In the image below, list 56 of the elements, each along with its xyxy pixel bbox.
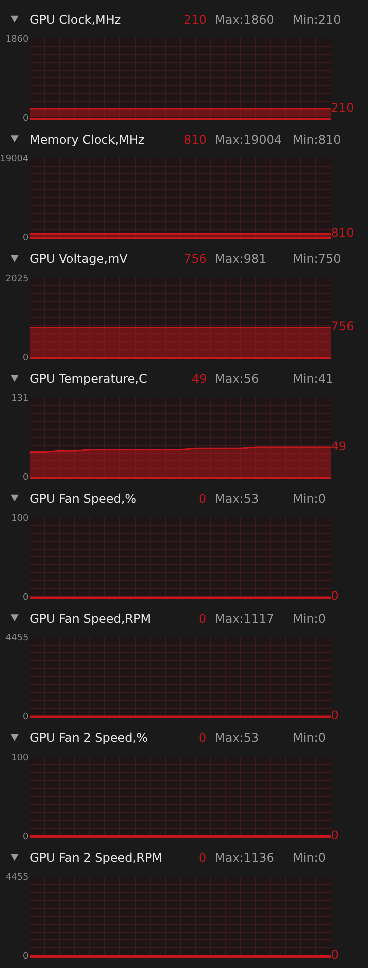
text: 0 <box>199 731 207 745</box>
text: 810 <box>184 133 207 147</box>
text: Min:41 <box>293 372 334 386</box>
data-label: 810 <box>331 226 354 240</box>
y-tick-label: 100 <box>12 514 30 524</box>
data-label: 210 <box>331 100 354 115</box>
text: Max:19004 <box>215 133 282 147</box>
data-label: 0 <box>331 708 339 723</box>
data-label: 756 <box>331 320 354 334</box>
text: Max:1136 <box>215 851 274 865</box>
chart-title: GPU Clock,MHz <box>30 13 122 27</box>
y-tick-label: 0 <box>23 832 30 842</box>
y-tick-label: 0 <box>23 234 30 244</box>
text: Max:1117 <box>215 612 274 626</box>
text: Min:210 <box>293 13 342 27</box>
text: Min:0 <box>293 731 326 745</box>
data-label: 0 <box>331 828 339 842</box>
text: 210 <box>184 13 207 27</box>
y-tick-label: 131 <box>12 394 29 404</box>
text: Max:53 <box>215 731 260 745</box>
text: Max:56 <box>215 372 260 386</box>
y-tick-label: 0 <box>23 114 30 124</box>
text: 0 <box>199 492 207 506</box>
text: Max:981 <box>215 252 267 266</box>
text: Min:750 <box>293 252 342 266</box>
text: 0 <box>199 612 207 626</box>
data-label: 49 <box>331 439 347 454</box>
text: Min:0 <box>293 851 326 865</box>
text: Min:0 <box>293 492 326 506</box>
text: Min:0 <box>293 612 326 626</box>
text: 49 <box>192 372 208 386</box>
y-tick-label: 19004 <box>0 154 30 165</box>
y-tick-label: 0 <box>23 952 30 962</box>
text: Max:1860 <box>215 13 274 27</box>
y-tick-label: 2025 <box>6 274 29 284</box>
data-label: 0 <box>331 588 339 603</box>
chart-title: GPU Temperature,C <box>30 372 148 386</box>
y-tick-label: 1860 <box>6 34 30 45</box>
text: 0 <box>199 851 207 865</box>
y-tick-label: 4455 <box>6 873 29 884</box>
y-tick-label: 0 <box>23 712 30 723</box>
chart-title: Memory Clock,MHz <box>30 133 145 147</box>
chart-title: GPU Fan Speed,% <box>30 492 137 506</box>
text: 756 <box>184 252 207 266</box>
data-label: 0 <box>331 948 339 962</box>
y-tick-label: 4455 <box>6 634 29 644</box>
text: Max:53 <box>215 492 260 506</box>
y-tick-label: 0 <box>23 353 30 364</box>
y-tick-label: 0 <box>23 473 30 484</box>
chart-title: GPU Voltage,mV <box>30 252 129 266</box>
y-tick-label: 0 <box>23 592 30 603</box>
y-tick-label: 100 <box>12 753 30 764</box>
chart-title: GPU Fan 2 Speed,RPM <box>30 851 163 865</box>
text: Min:810 <box>293 133 342 147</box>
chart-title: GPU Fan 2 Speed,% <box>30 731 148 745</box>
chart-title: GPU Fan Speed,RPM <box>30 612 152 626</box>
